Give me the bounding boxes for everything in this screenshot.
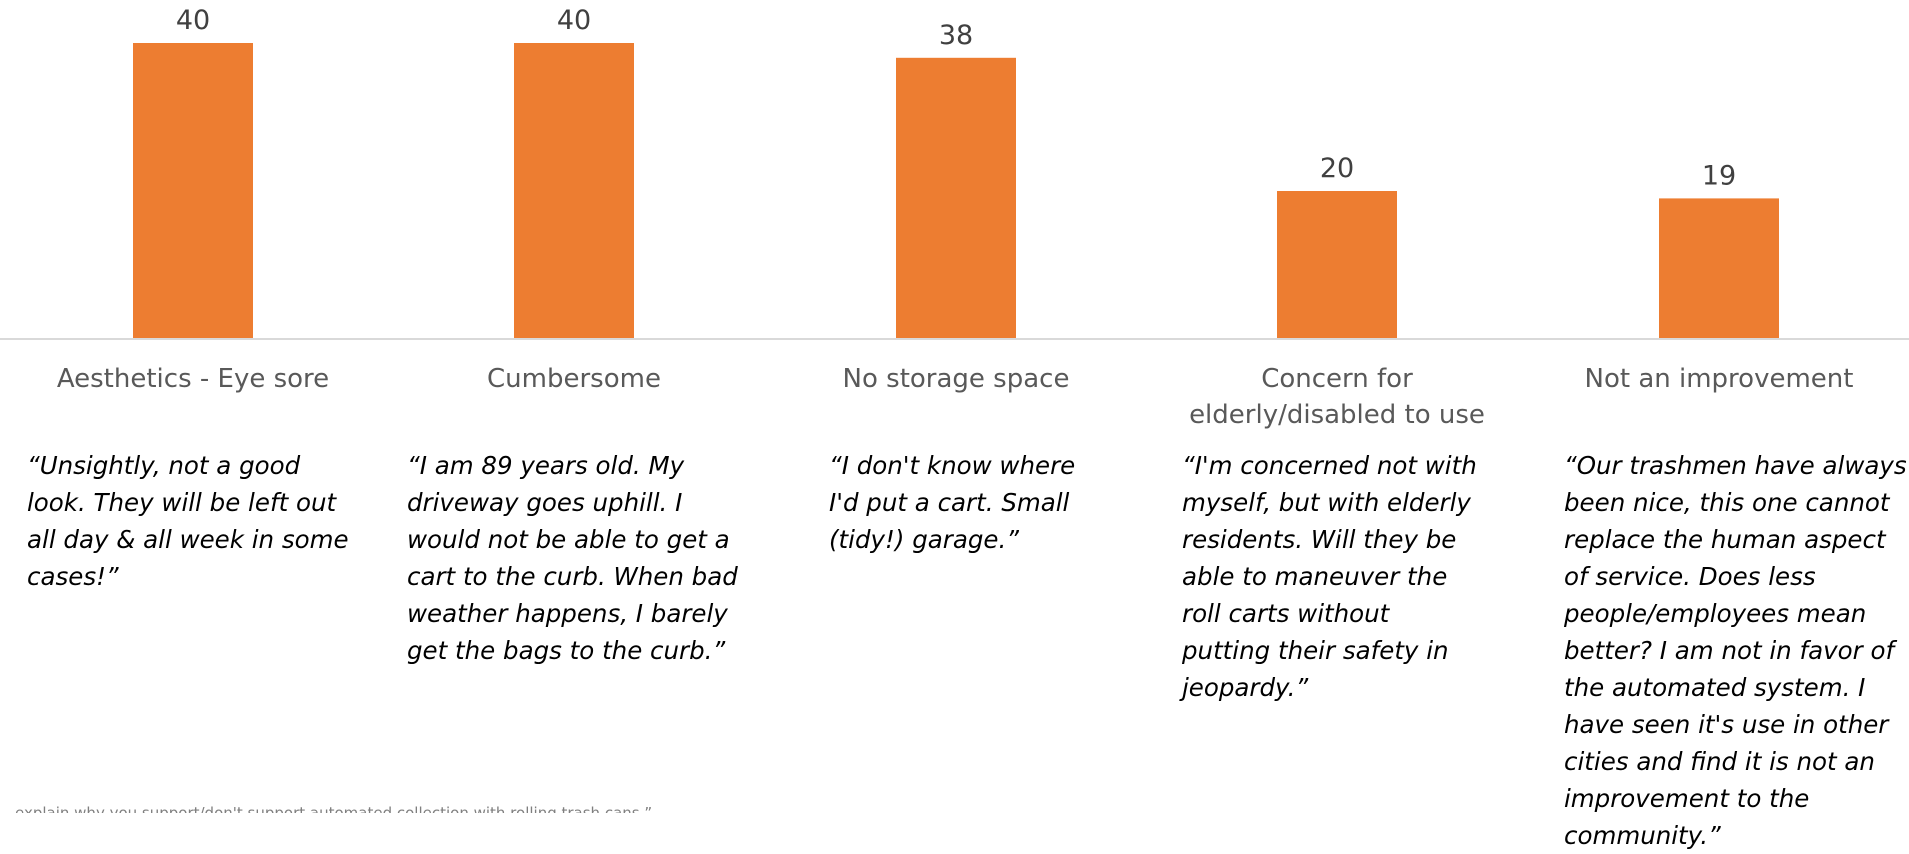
bar-2 (514, 43, 634, 339)
quote-aesthetics: “Unsightly, not a good look. They will b… (27, 451, 349, 591)
bar-4 (1277, 191, 1397, 339)
value-label-2: 40 (557, 5, 591, 36)
bar-3 (896, 57, 1016, 340)
bar-5 (1659, 198, 1779, 339)
category-label-4: Concern for elderly/disabled to use (1189, 364, 1485, 430)
value-label-3: 38 (939, 20, 973, 51)
bar-chart: 40 40 38 20 19 (0, 5, 1909, 340)
value-label-5: 19 (1702, 160, 1736, 191)
quote-cumbersome: “I am 89 years old. My driveway goes uph… (407, 451, 738, 665)
value-label-4: 20 (1320, 153, 1354, 184)
bars-group (133, 43, 1779, 340)
value-label-1: 40 (176, 5, 210, 36)
category-label-1: Aesthetics - Eye sore (56, 364, 330, 394)
category-label-2: Cumbersome (487, 364, 661, 394)
quote-elderly: “I'm concerned not with myself, but with… (1182, 451, 1477, 702)
footnote: …explain why you support/don't support a… (0, 804, 653, 813)
value-labels-group: 40 40 38 20 19 (176, 5, 1736, 191)
bar-1 (133, 43, 253, 339)
category-label-3: No storage space (842, 364, 1070, 394)
category-label-5: Not an improvement (1584, 364, 1854, 394)
quote-storage: “I don't know where I'd put a cart. Smal… (829, 451, 1076, 554)
quote-not-improvement: “Our trashmen have always been nice, thi… (1564, 451, 1907, 850)
